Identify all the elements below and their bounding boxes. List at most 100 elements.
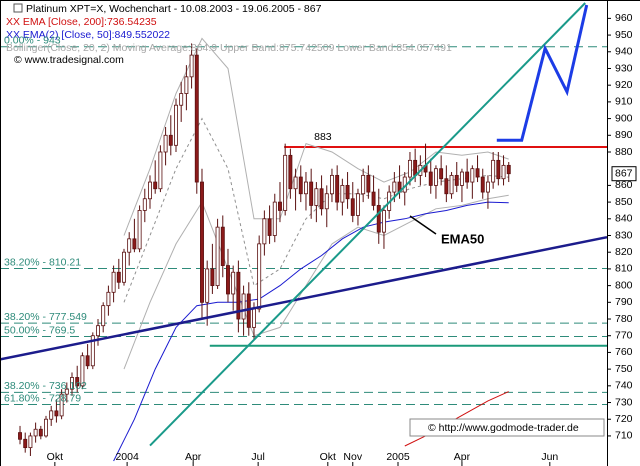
candle-body <box>132 238 137 250</box>
candle-body <box>90 335 95 367</box>
candle-body <box>501 164 506 180</box>
y-tick-label: 840 <box>615 213 633 225</box>
y-tick-label: 750 <box>615 363 633 375</box>
candle-body <box>189 54 194 78</box>
candle-body <box>449 174 454 195</box>
candle-body <box>96 325 100 337</box>
candle-body <box>210 268 215 287</box>
y-tick-label: 710 <box>615 430 633 442</box>
candle-body <box>309 181 314 206</box>
y-tick-label: 720 <box>615 413 633 425</box>
candle-body <box>350 198 355 216</box>
y-tick-label: 770 <box>615 330 633 342</box>
y-tick-label: 830 <box>615 229 633 241</box>
y-tick-label: 900 <box>615 112 633 124</box>
fib-label: 38.20% - 736.102 <box>4 380 87 392</box>
candle-body <box>205 268 210 303</box>
candle-body <box>179 93 184 106</box>
x-tick-label: Jun <box>541 451 558 463</box>
candle-body <box>480 176 485 193</box>
candle-body <box>496 159 501 180</box>
trendline <box>0 235 608 361</box>
fib-label: 0.00% - 943 <box>4 35 61 47</box>
y-tick-label: 810 <box>615 263 633 275</box>
candle-body <box>127 238 132 253</box>
trendline <box>149 2 586 447</box>
candle-body <box>459 171 464 186</box>
candle-body <box>59 393 64 417</box>
candle-body <box>241 293 246 320</box>
y-tick-label: 730 <box>615 396 633 408</box>
y-tick-label: 850 <box>615 196 633 208</box>
plot-area <box>0 2 608 462</box>
x-tick-label: 2004 <box>115 451 139 463</box>
candle-body <box>491 159 496 183</box>
candle-body <box>101 305 106 327</box>
candle-body <box>28 435 33 449</box>
candle-body <box>252 308 256 328</box>
candle-body <box>272 201 277 236</box>
last-price-box <box>611 166 637 182</box>
icon <box>13 3 23 13</box>
x-tick-label: Okt <box>47 451 63 463</box>
fib-label: 38.20% - 777.549 <box>4 311 87 323</box>
fib-label: 50.00% - 769.5 <box>4 324 75 336</box>
y-tick-label: 820 <box>615 246 633 258</box>
candle-body <box>257 243 262 310</box>
candle-body <box>262 218 267 245</box>
y-tick-label: 940 <box>615 46 633 58</box>
candle-body <box>184 76 189 94</box>
indicator-line <box>404 391 509 447</box>
legend-entry: XX EMA(2) [Close, 50]:849.552022 <box>6 29 170 41</box>
candle-body <box>407 159 412 178</box>
candle-body <box>116 271 121 283</box>
indicator-line <box>123 194 509 370</box>
chart-title: Platinum XPT=X, Wochenchart - 10.08.2003… <box>26 3 322 15</box>
candle-body <box>49 410 54 420</box>
y-tick-label: 880 <box>615 146 633 158</box>
x-tick-label: Okt <box>320 451 336 463</box>
y-tick-label: 950 <box>615 29 633 41</box>
candle-body <box>44 418 48 437</box>
candle-body <box>163 134 168 153</box>
candle-body <box>288 154 293 190</box>
source: © www.tradesignal.com <box>14 54 124 66</box>
candle-body <box>267 218 272 236</box>
y-tick-label: 760 <box>615 346 633 358</box>
candle-body <box>361 174 366 195</box>
candle-body <box>428 171 433 186</box>
x-tick-label: 2005 <box>386 451 410 463</box>
y-tick-label: 790 <box>615 296 633 308</box>
candle-body <box>64 388 69 395</box>
watermark: © http://www.godmode-trader.de <box>428 422 579 434</box>
candle-body <box>226 265 230 295</box>
candle-body <box>75 377 80 387</box>
candle-body <box>194 54 199 183</box>
candle-body <box>454 174 459 186</box>
x-tick-label: Apr <box>185 451 202 463</box>
candle-body <box>314 188 319 206</box>
candle-body <box>345 184 350 200</box>
candle-body <box>340 184 345 203</box>
candle-body <box>236 271 241 320</box>
x-tick-label: Jul <box>251 451 264 463</box>
candle-body <box>158 151 163 190</box>
candle-body <box>80 355 85 387</box>
candle-body <box>122 251 126 283</box>
candle-body <box>356 193 360 216</box>
candle-body <box>293 176 298 190</box>
candle-body <box>38 428 43 437</box>
candle-body <box>200 181 204 303</box>
candle-body <box>231 271 236 295</box>
fib-label: 61.80% - 728.79 <box>4 392 81 404</box>
y-tick-label: 930 <box>615 62 633 74</box>
watermark-box <box>409 418 605 437</box>
candle-body <box>142 198 147 211</box>
candle-body <box>439 168 444 180</box>
last-price-label: 867 <box>615 167 633 179</box>
legend-entry: Bollinger(Close, 20, 2) Moving Average:8… <box>6 42 452 54</box>
candle-body <box>106 291 111 307</box>
